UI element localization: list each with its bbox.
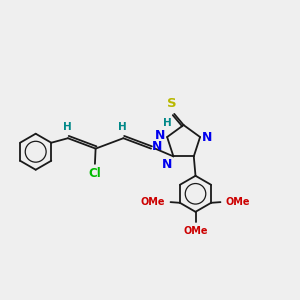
Text: S: S: [167, 98, 177, 110]
Text: OMe: OMe: [141, 197, 165, 207]
Text: H: H: [118, 122, 127, 132]
Text: Cl: Cl: [88, 167, 101, 180]
Text: N: N: [162, 158, 172, 171]
Text: H: H: [63, 122, 72, 132]
Text: N: N: [152, 140, 162, 153]
Text: N: N: [202, 130, 212, 143]
Text: H: H: [164, 118, 172, 128]
Text: N: N: [155, 130, 166, 142]
Text: OMe: OMe: [183, 226, 208, 236]
Text: OMe: OMe: [226, 197, 250, 207]
